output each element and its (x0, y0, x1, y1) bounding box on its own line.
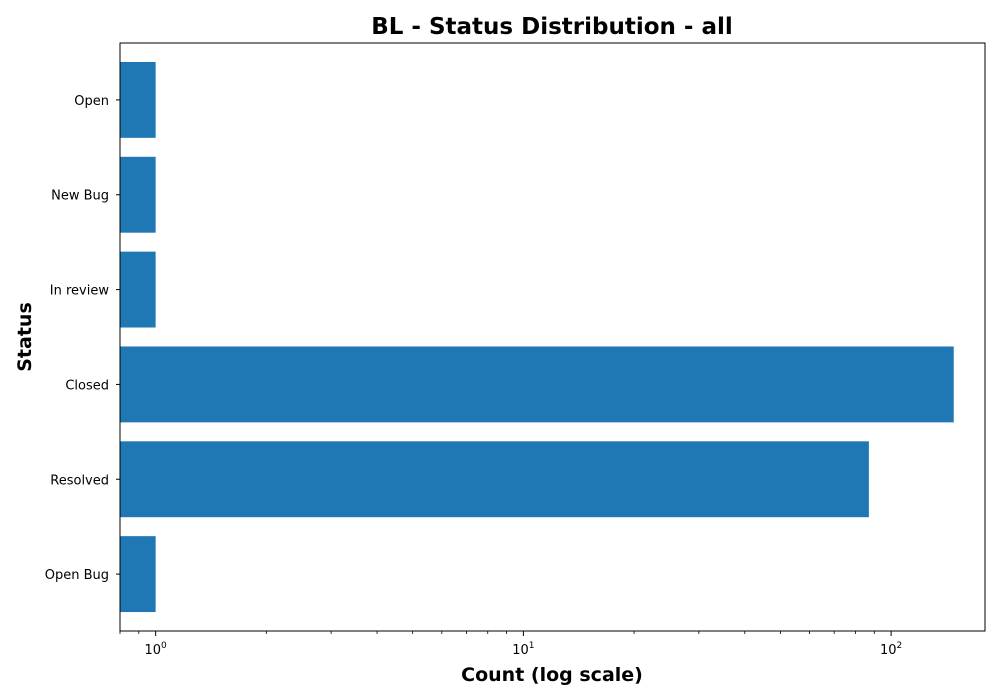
y-tick-label-open: Open (74, 94, 109, 109)
plot-area-frame (119, 42, 986, 632)
y-axis-label: Status (14, 302, 36, 372)
bars (120, 61, 954, 613)
x-axis-ticks: 100 101 102 (119, 631, 902, 658)
bar-resolved (120, 441, 869, 518)
y-axis-ticks: Open Bug Resolved Closed In review New Bug Op… (45, 94, 120, 583)
bar-closed (120, 346, 954, 423)
y-tick-label-new-bug: New Bug (51, 189, 109, 204)
y-tick-label-open-bug: Open Bug (45, 568, 109, 583)
x-tick-label-100: 102 (880, 641, 902, 658)
chart-title: BL - Status Distribution - all (371, 14, 733, 40)
bar-new-bug (120, 156, 156, 233)
bar-open (120, 61, 156, 138)
bar-in-review (120, 251, 156, 328)
y-tick-label-resolved: Resolved (50, 473, 109, 488)
x-tick-label-1: 100 (144, 641, 167, 658)
y-tick-label-closed: Closed (65, 378, 109, 393)
x-tick-label-10: 101 (512, 641, 534, 658)
y-tick-label-in-review: In review (50, 284, 110, 299)
bar-open-bug (120, 536, 156, 613)
x-axis-label: Count (log scale) (461, 664, 643, 686)
